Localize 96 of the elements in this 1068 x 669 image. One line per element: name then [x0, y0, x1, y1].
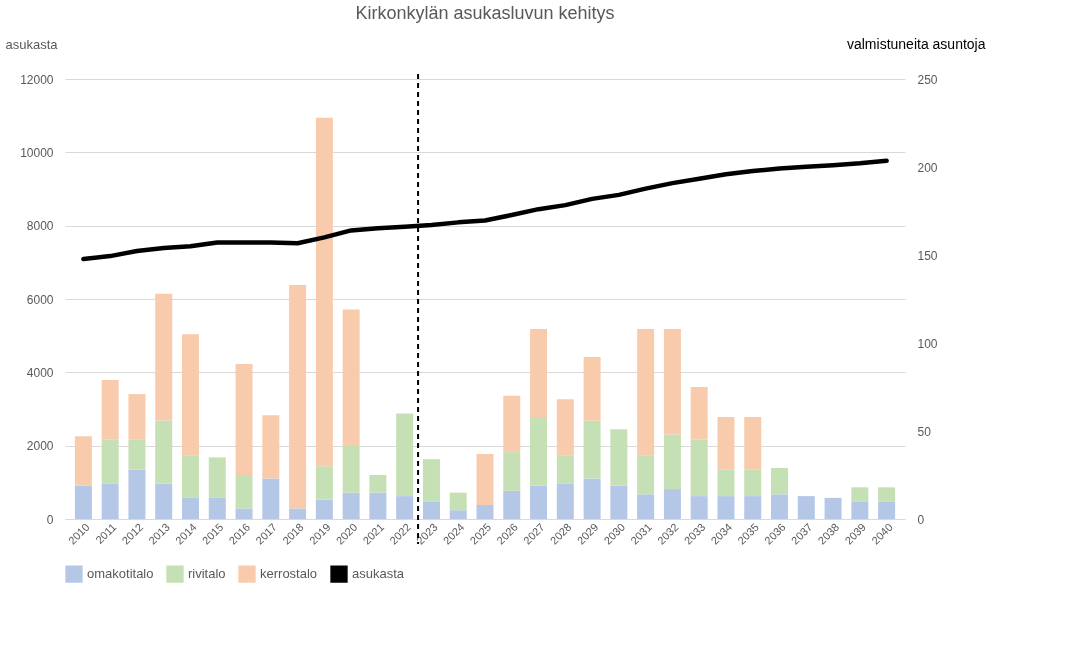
y2-tick-label: 0	[917, 512, 925, 527]
bar	[289, 284, 307, 509]
bar	[851, 487, 869, 502]
bar	[530, 328, 548, 417]
bar	[476, 453, 494, 505]
bar	[181, 497, 199, 519]
bar	[74, 485, 92, 519]
bar	[717, 496, 735, 519]
bar	[583, 478, 601, 519]
bar	[690, 387, 708, 440]
bar	[181, 334, 199, 456]
bar	[717, 416, 735, 470]
bar	[663, 434, 681, 490]
bar	[449, 510, 467, 519]
bar	[128, 394, 146, 440]
legend-label: rivitalo	[188, 566, 226, 582]
y2-axis-title: valmistuneita asuntoja	[846, 35, 986, 52]
bar	[101, 379, 119, 440]
y2-tick-label: 200	[917, 160, 938, 175]
bar	[235, 508, 253, 519]
bar	[422, 459, 440, 502]
bar	[396, 413, 414, 497]
bar	[637, 455, 655, 495]
bar	[878, 501, 896, 519]
bar	[315, 499, 333, 519]
bar	[690, 439, 708, 497]
bar	[369, 475, 387, 493]
y2-tick-label: 100	[917, 336, 938, 351]
bar	[797, 496, 815, 519]
bar	[422, 501, 440, 519]
legend-label: omakotitalo	[87, 566, 154, 582]
y2-tick-label: 150	[917, 248, 938, 263]
y-axis-title: asukasta	[5, 36, 59, 52]
bar	[771, 467, 789, 495]
bar	[583, 420, 601, 479]
bar	[449, 492, 467, 511]
y-tick-label: 2000	[26, 439, 54, 454]
legend-label: asukasta	[352, 566, 405, 582]
bar	[556, 483, 574, 519]
y-tick-label: 12000	[20, 72, 54, 87]
bar	[530, 485, 548, 519]
bar	[315, 466, 333, 500]
bar	[583, 357, 601, 421]
bar	[556, 399, 574, 456]
bar	[208, 457, 226, 498]
bar	[181, 455, 199, 498]
bar	[208, 497, 226, 519]
bar	[824, 497, 842, 519]
chart-title: Kirkonkylän asukasluvun kehitys	[355, 3, 615, 23]
bar	[74, 436, 92, 486]
bar	[289, 508, 307, 519]
bar	[717, 469, 735, 497]
bar	[342, 309, 360, 446]
bar	[503, 452, 521, 491]
bar	[690, 496, 708, 519]
bar	[744, 416, 762, 470]
bar	[396, 496, 414, 519]
bar	[369, 492, 387, 519]
legend-label: kerrostalo	[260, 566, 318, 582]
bar	[637, 494, 655, 519]
bar	[342, 445, 360, 493]
bar	[128, 469, 146, 519]
bar	[878, 487, 896, 502]
bar	[771, 494, 789, 519]
bar	[663, 328, 681, 435]
bar	[503, 395, 521, 453]
y2-tick-label: 50	[917, 424, 932, 439]
y-tick-label: 8000	[26, 219, 54, 234]
bar	[262, 415, 280, 479]
bar	[610, 485, 628, 519]
bar	[637, 328, 655, 456]
bar	[101, 483, 119, 519]
y-tick-label: 10000	[20, 145, 54, 160]
bar	[530, 416, 548, 486]
y-tick-label: 0	[46, 512, 54, 527]
bar	[262, 478, 280, 519]
bar	[744, 469, 762, 497]
y-tick-label: 4000	[26, 365, 54, 380]
bar	[101, 439, 119, 484]
y2-tick-label: 250	[917, 72, 938, 87]
bar	[610, 429, 628, 486]
bar	[155, 293, 173, 421]
bar	[476, 504, 494, 519]
bar	[235, 364, 253, 475]
bar	[128, 439, 146, 470]
bar	[155, 483, 173, 519]
bar	[235, 475, 253, 509]
bar	[155, 420, 173, 484]
bar	[315, 117, 333, 467]
bar	[744, 496, 762, 519]
bar	[851, 501, 869, 519]
bar	[342, 492, 360, 519]
bar	[556, 455, 574, 484]
bar	[663, 489, 681, 519]
bar	[503, 490, 521, 519]
y-tick-label: 6000	[26, 292, 54, 307]
